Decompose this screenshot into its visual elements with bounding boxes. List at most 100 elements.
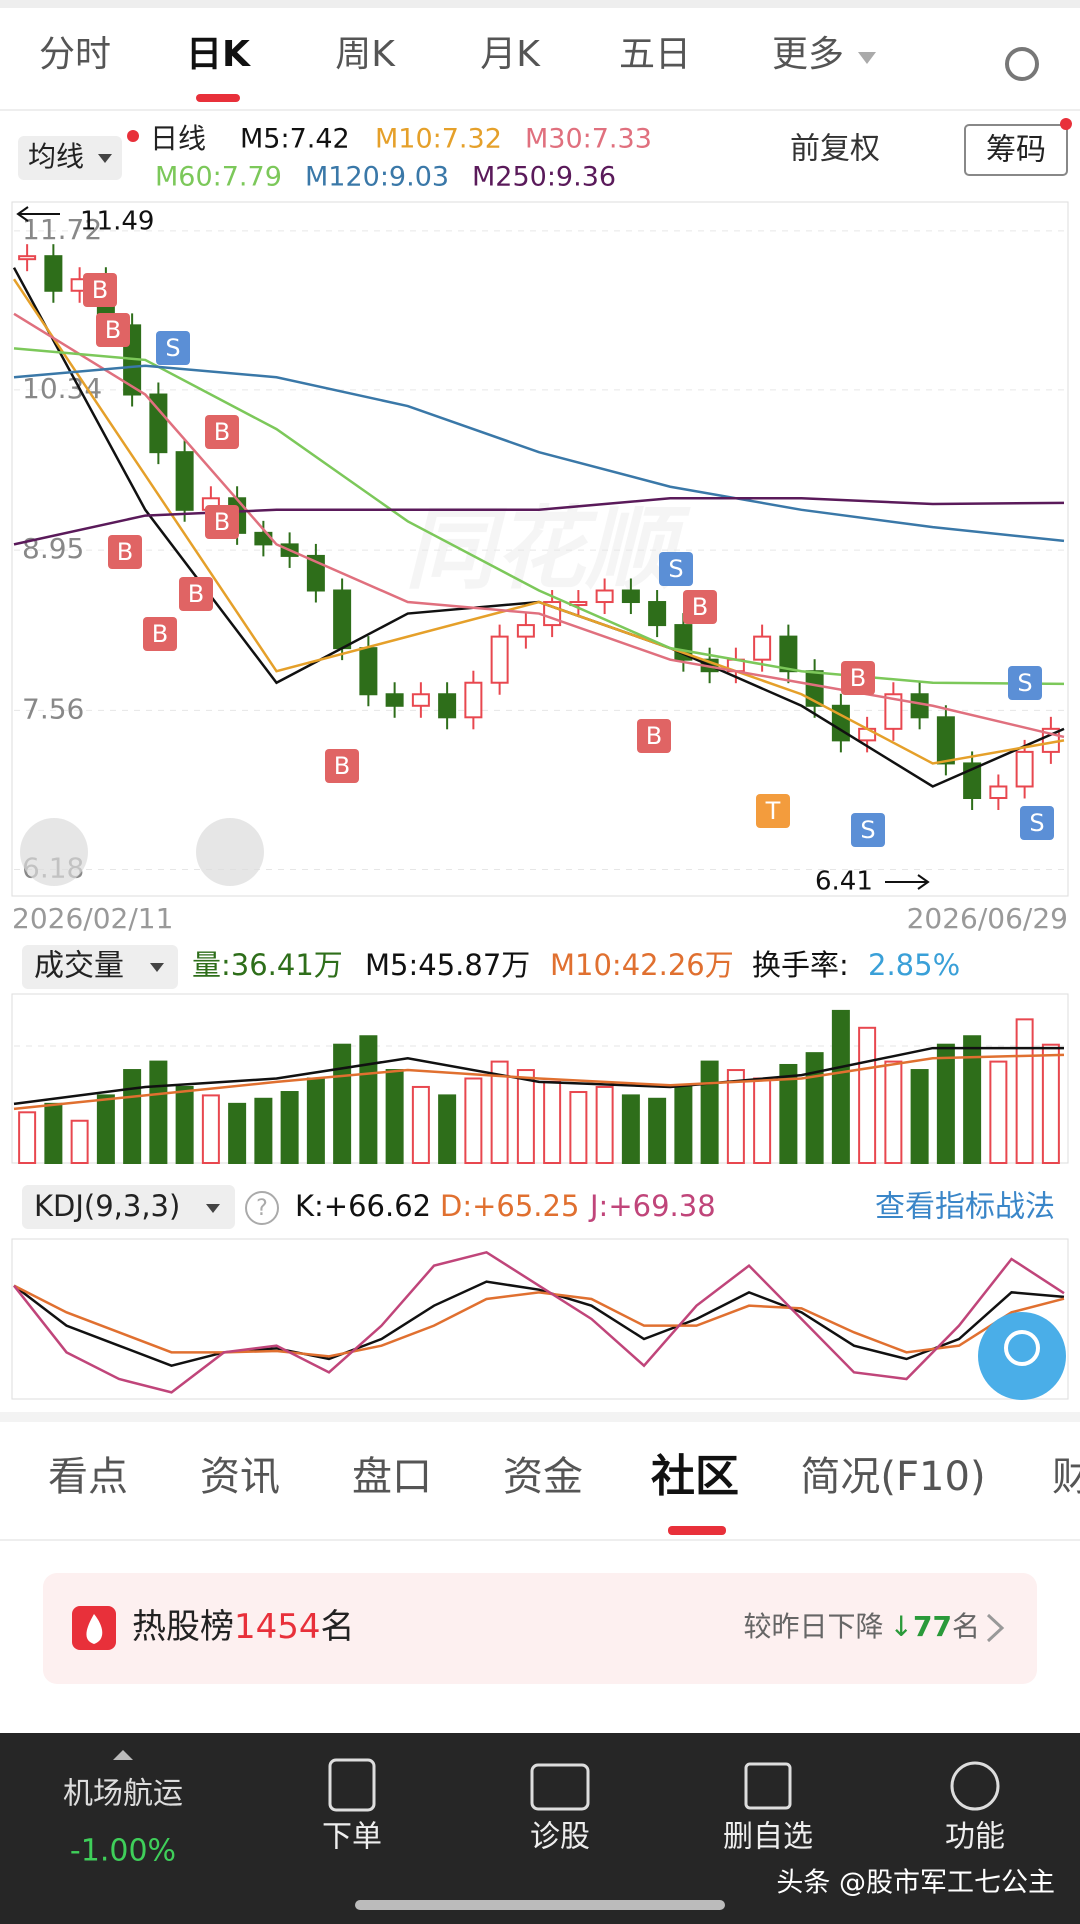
ma-legend: M5:7.42 <box>240 124 350 155</box>
link[interactable]: 查看指标战法 <box>875 1190 1055 1225</box>
tab[interactable]: 日K <box>186 34 251 75</box>
help-label: ? <box>256 1196 268 1221</box>
tab[interactable]: 月K <box>480 34 541 75</box>
volume-bar <box>648 1097 667 1165</box>
volume-frame <box>11 993 1069 1164</box>
section-gap <box>0 1412 1080 1422</box>
watermark: 头条 @股市军工七公主 <box>776 1868 1055 1899</box>
candle <box>385 693 404 707</box>
volume-bar <box>936 1043 955 1164</box>
volume-bar <box>963 1035 982 1164</box>
ma-legend: M250:9.36 <box>472 162 616 193</box>
arrow-down: ↓ <box>890 1610 913 1643</box>
tab[interactable]: 分时 <box>39 34 111 75</box>
diagnose-icon[interactable] <box>530 1763 590 1811</box>
candle <box>490 635 509 684</box>
label: 日线 <box>150 122 206 155</box>
candle <box>175 451 194 511</box>
tab[interactable]: 看点 <box>48 1454 128 1500</box>
order-icon[interactable] <box>328 1758 376 1812</box>
text-part: 热股榜 <box>132 1607 234 1647</box>
ma-toggle-bg[interactable] <box>18 136 122 180</box>
volume-bar <box>411 1085 430 1164</box>
volume-bar <box>805 1052 824 1165</box>
home-indicator <box>355 1900 725 1910</box>
tab[interactable]: 五日 <box>619 34 691 75</box>
flame <box>86 1614 103 1644</box>
chevron <box>986 1613 1005 1643</box>
toolbar-button[interactable]: 下单 <box>322 1820 382 1855</box>
candle <box>648 601 667 627</box>
signal-label: B <box>646 722 662 750</box>
tab[interactable]: 周K <box>335 34 396 75</box>
signal-marker <box>205 415 239 449</box>
candle <box>438 693 457 719</box>
text-part: 较昨日下降 <box>744 1610 884 1643</box>
signal-marker <box>83 273 117 307</box>
help-icon[interactable] <box>245 1191 279 1225</box>
signal-marker <box>205 505 239 539</box>
signal-label: B <box>105 316 121 344</box>
fullscreen-button[interactable] <box>196 818 264 886</box>
expand-button[interactable] <box>20 818 88 886</box>
ma-line <box>13 497 1065 546</box>
hot-card[interactable] <box>43 1573 1037 1684</box>
chip-button[interactable] <box>964 124 1068 176</box>
candle <box>621 589 640 604</box>
function-icon[interactable] <box>950 1761 1000 1811</box>
arrow <box>16 206 60 222</box>
tab-underline <box>196 94 240 102</box>
signal-label: S <box>1029 809 1044 837</box>
volume-bar <box>280 1091 299 1165</box>
toolbar-button[interactable]: 诊股 <box>530 1820 590 1855</box>
volume-bar <box>910 1069 929 1165</box>
signal-marker <box>156 331 190 365</box>
candle <box>333 589 352 650</box>
signal-label: B <box>188 580 204 608</box>
tab-underline <box>668 1526 726 1535</box>
volume-bar <box>70 1119 89 1164</box>
signal-label: T <box>765 797 781 825</box>
tab[interactable]: 社区 <box>651 1451 739 1502</box>
label: J:+69.38 <box>588 1189 716 1223</box>
tab[interactable]: 财 <box>1052 1454 1080 1500</box>
candle <box>464 681 483 719</box>
ma-legend: M30:7.33 <box>525 124 652 155</box>
tab[interactable]: 资讯 <box>200 1454 280 1500</box>
hot-change: 较昨日下降 ↓77名 <box>744 1610 980 1643</box>
volume-bar <box>1015 1018 1034 1164</box>
y-tick-label: 11.72 <box>22 213 102 246</box>
volume-toggle-bg[interactable] <box>22 945 178 989</box>
arrow <box>885 874 930 890</box>
signal-marker <box>96 313 130 347</box>
chip-label: 筹码 <box>986 133 1046 168</box>
text-part: 名 <box>952 1610 980 1643</box>
tab[interactable]: 盘口 <box>352 1454 432 1500</box>
settings-icon[interactable] <box>1005 47 1039 81</box>
tab[interactable]: 更多 <box>772 34 844 75</box>
kdj-line <box>13 1280 1065 1367</box>
chart-frame <box>11 201 1069 897</box>
candle <box>936 716 955 765</box>
volume-bar <box>595 1085 614 1164</box>
signal-marker <box>637 719 671 753</box>
x-tick-label: 2026/06/29 <box>907 902 1068 935</box>
signal-label: S <box>668 555 683 583</box>
toolbar-button[interactable]: 删自选 <box>723 1820 813 1855</box>
remove-icon[interactable] <box>744 1762 792 1810</box>
kdj-toggle-bg[interactable] <box>22 1185 235 1229</box>
kdj-frame <box>11 1238 1069 1400</box>
volume-bar <box>989 1060 1008 1164</box>
signal-marker <box>108 535 142 569</box>
label: K:+66.62 <box>295 1189 431 1223</box>
ma-line <box>13 347 1065 686</box>
signal-label: S <box>165 334 180 362</box>
ma-line <box>13 364 1065 543</box>
signal-label: B <box>92 276 108 304</box>
tip-button[interactable] <box>978 1312 1066 1400</box>
volume-bar <box>569 1091 588 1165</box>
tab[interactable]: 资金 <box>503 1454 583 1500</box>
toolbar-button[interactable]: 功能 <box>945 1820 1005 1855</box>
tab[interactable]: 简况(F10) <box>800 1454 985 1500</box>
candle <box>149 393 168 454</box>
